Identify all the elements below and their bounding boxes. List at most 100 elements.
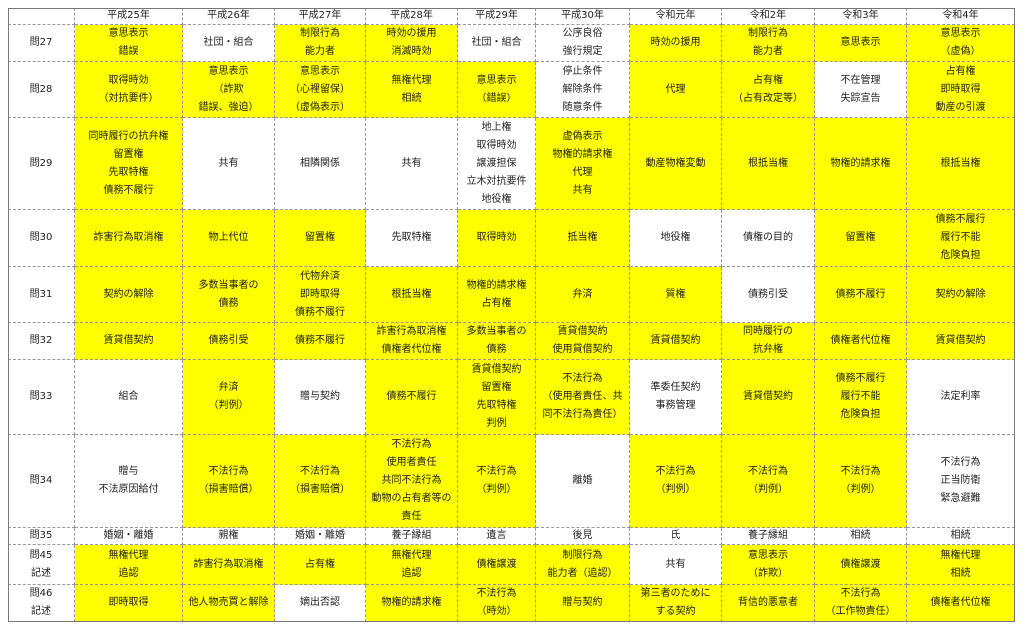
topic-cell: 物権的請求権 xyxy=(366,585,458,622)
topic-text: 背信的悪意者 xyxy=(738,597,798,608)
topic-text: 地上権 xyxy=(481,121,512,133)
topic-text: 危険負担 xyxy=(840,409,881,420)
topic-cell: 地上権 取得時効 譲渡担保 立木対抗要件 地役権 xyxy=(458,118,536,210)
row-header: 問30 xyxy=(8,210,75,267)
topic-cell: 共有 xyxy=(366,118,458,210)
topic-text: 虚偽表示 xyxy=(562,130,603,142)
topic-text: 多数当事者の xyxy=(198,279,259,291)
topic-text: 詐害行為取消権 xyxy=(193,558,264,570)
topic-text: （占有改定等） xyxy=(733,92,803,104)
topic-cell: 相隣関係 xyxy=(275,118,366,210)
topic-cell: 無権代理 相続 xyxy=(907,545,1015,585)
topic-text: 能力者 xyxy=(305,46,335,57)
topic-cell: 賃貸借契約 xyxy=(75,323,183,360)
topic-text: 不法行為 xyxy=(300,466,340,477)
topic-text: 取得時効 xyxy=(108,74,149,86)
topic-cell: 詐害行為取消権 債権者代位権 xyxy=(366,323,458,360)
topic-text: 贈与契約 xyxy=(562,597,603,608)
topic-text: 債務不履行 xyxy=(295,306,345,318)
topic-cell: 債務不履行 xyxy=(366,360,458,435)
topic-text: 養子縁組 xyxy=(391,530,432,541)
row-header: 問31 xyxy=(8,267,75,323)
column-header-text: 平成26年 xyxy=(207,10,250,21)
column-header-text: 平成28年 xyxy=(390,10,433,21)
topic-cell: 物権的請求権 xyxy=(815,118,907,210)
topic-text: 相続 xyxy=(401,92,422,104)
column-header-text: 令和4年 xyxy=(942,10,979,21)
topic-text: 事務管理 xyxy=(655,400,696,411)
topic-text: （判例） xyxy=(748,484,788,495)
topic-cell: 動産物権変動 xyxy=(630,118,722,210)
topic-text: 弁済 xyxy=(572,288,593,300)
topic-text: 意思表示 xyxy=(940,28,981,39)
topic-text: 時効の援用 xyxy=(650,37,701,48)
topic-text: 動産物権変動 xyxy=(645,157,706,169)
topic-text: 譲渡担保 xyxy=(476,157,517,169)
row-header-text: 問30 xyxy=(29,232,53,243)
topic-cell: 債務不履行 履行不能 危険負担 xyxy=(907,210,1015,267)
topic-text: 債務不履行 xyxy=(835,288,886,300)
topic-text: 留置権 xyxy=(845,232,876,243)
topic-text: 無権代理 xyxy=(391,549,432,561)
topic-text: 債権譲渡 xyxy=(476,558,517,570)
column-header: 平成30年 xyxy=(536,8,630,25)
topic-cell: 社団・組合 xyxy=(183,25,275,62)
topic-text: 能力者（追認） xyxy=(547,567,618,579)
topic-cell: 時効の援用 消滅時効 xyxy=(366,25,458,62)
topic-text: 共有 xyxy=(572,184,593,196)
topic-cell: 留置権 xyxy=(275,210,366,267)
topic-cell: 無権代理 追認 xyxy=(75,545,183,585)
topic-cell: 債務不履行 xyxy=(815,267,907,323)
row-header: 問28 xyxy=(8,62,75,118)
topic-text: （判例） xyxy=(840,484,881,495)
topic-text: 賃貸借契約 xyxy=(935,335,986,346)
topic-text: 先取特権 xyxy=(391,232,432,243)
topic-cell: 賃貸借契約 xyxy=(722,360,815,435)
topic-cell: 虚偽表示 物権的請求権 代理 共有 xyxy=(536,118,630,210)
row-header-text: 問35 xyxy=(29,530,53,541)
topic-cell: 意思表示 （錯誤） xyxy=(458,62,536,118)
topic-cell: 意思表示 （詐欺 錯誤、強迫） xyxy=(183,62,275,118)
topic-cell: 取得時効 xyxy=(458,210,536,267)
topic-text: 共有 xyxy=(218,157,239,169)
topic-text: 債務引受 xyxy=(208,335,249,346)
topic-cell: 詐害行為取消権 xyxy=(75,210,183,267)
row-header: 問29 xyxy=(8,118,75,210)
topic-text: 使用者責任 xyxy=(386,457,437,468)
topic-text: 共有 xyxy=(401,157,422,169)
topic-cell: 債権譲渡 xyxy=(458,545,536,585)
topic-text: 無権代理 xyxy=(391,74,432,86)
row-header-text: 問32 xyxy=(29,335,53,346)
topic-cell: 意思表示 錯誤 xyxy=(75,25,183,62)
topic-text: 不在管理 xyxy=(840,74,881,86)
topic-text: 物権的請求権 xyxy=(381,597,442,608)
topic-text: 制限行為 xyxy=(562,549,603,561)
column-header: 令和元年 xyxy=(630,8,722,25)
topic-text: 随意条件 xyxy=(562,101,603,113)
topic-text: 債務不履行 xyxy=(835,373,886,384)
topic-text: 第三者のために xyxy=(640,588,711,599)
topic-cell: 先取特権 xyxy=(366,210,458,267)
topic-text: 意思表示 xyxy=(300,65,340,77)
topic-cell: 根抵当権 xyxy=(722,118,815,210)
topic-cell: 債権者代位権 xyxy=(815,323,907,360)
topic-cell: 法定利率 xyxy=(907,360,1015,435)
column-header: 令和2年 xyxy=(722,8,815,25)
topic-text: 債権者代位権 xyxy=(930,597,991,608)
topic-text: 追認 xyxy=(118,567,139,579)
topic-text: 意思表示 xyxy=(748,549,788,561)
column-header: 令和3年 xyxy=(815,8,907,25)
topic-text: 即時取得 xyxy=(940,83,981,95)
topic-text: 留置権 xyxy=(481,382,512,393)
topic-text: 留置権 xyxy=(113,148,144,160)
column-header: 平成28年 xyxy=(366,8,458,25)
row-header-text: 問27 xyxy=(29,37,53,48)
topic-cell: 同時履行の抗弁権 留置権 先取特権 債務不履行 xyxy=(75,118,183,210)
row-header: 問33 xyxy=(8,360,75,435)
topic-text: 制限行為 xyxy=(300,28,340,39)
topic-text: （判例） xyxy=(655,484,696,495)
topic-cell: 留置権 xyxy=(815,210,907,267)
topic-text: （判例） xyxy=(476,484,517,495)
topic-text: 錯誤、強迫） xyxy=(198,101,259,113)
